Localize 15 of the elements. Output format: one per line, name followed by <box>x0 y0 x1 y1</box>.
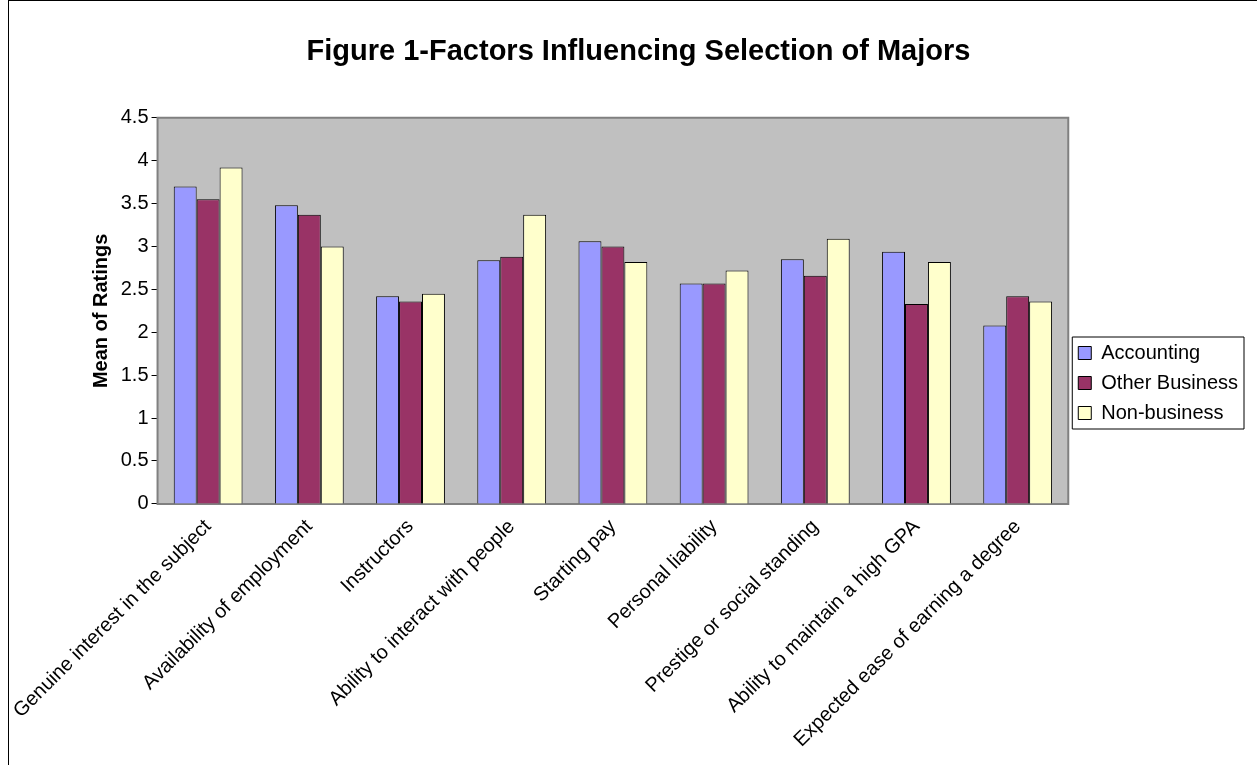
legend-label: Non-business <box>1101 400 1224 423</box>
chart-title: Figure 1-Factors Influencing Selection of Majors <box>306 34 971 67</box>
y-tick-label: 0 <box>137 491 149 514</box>
y-tick-label: 1 <box>137 405 149 428</box>
y-tick-label: 3 <box>137 234 149 257</box>
y-tick-label: 2.5 <box>120 276 149 299</box>
y-tick-label: 0.5 <box>120 448 149 471</box>
y-tick-label: 1.5 <box>120 362 149 385</box>
y-tick-label: 4.5 <box>120 105 149 128</box>
legend-label: Accounting <box>1101 340 1201 363</box>
y-axis-title: Mean of Ratings <box>89 233 112 389</box>
legend-label: Other Business <box>1101 370 1239 393</box>
y-tick-label: 3.5 <box>120 191 149 214</box>
y-tick-label: 2 <box>137 319 149 342</box>
y-tick-label: 4 <box>137 148 149 171</box>
